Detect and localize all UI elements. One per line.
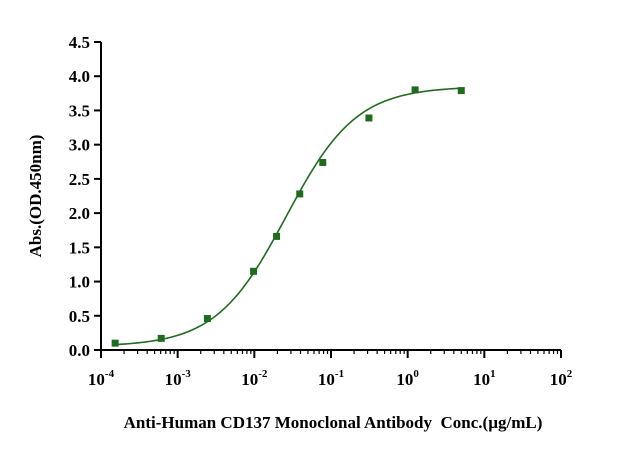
y-tick-label: 4.5 (69, 33, 90, 52)
y-tick-label: 3.5 (69, 101, 90, 120)
y-axis-title: Abs.(OD.450nm) (26, 135, 45, 258)
data-point (411, 86, 419, 94)
x-tick-exponent: 1 (490, 368, 496, 380)
data-point (250, 267, 258, 275)
y-tick-label: 3.0 (69, 136, 90, 155)
data-point (319, 158, 327, 166)
data-point (203, 315, 211, 323)
data-point (457, 87, 465, 95)
x-tick-label: 100 (396, 368, 419, 389)
fit-curve (115, 87, 462, 346)
x-tick-base: 10 (165, 370, 182, 389)
x-tick-base: 10 (550, 370, 567, 389)
x-tick-exponent: 0 (413, 368, 419, 380)
x-tick-exponent: -3 (182, 368, 192, 380)
x-tick-exponent: -1 (335, 368, 344, 380)
x-tick-label: 10-4 (88, 368, 115, 389)
y-tick-label: 1.5 (69, 238, 90, 257)
x-axis-title: Anti-Human CD137 Monoclonal Antibody Con… (124, 413, 543, 432)
data-point (273, 232, 281, 240)
y-tick-label: 2.0 (69, 204, 90, 223)
data-point (111, 339, 119, 347)
x-tick-base: 10 (473, 370, 490, 389)
x-tick-exponent: -2 (258, 368, 268, 380)
x-tick-base: 10 (318, 370, 335, 389)
data-point (365, 114, 373, 122)
x-tick-base: 10 (241, 370, 258, 389)
y-tick-label: 0.5 (69, 307, 90, 326)
plot-area (111, 86, 465, 347)
x-tick-label: 10-2 (241, 368, 268, 389)
y-axis: 0.0 0.5 1.0 1.5 2.0 2.5 3.0 3.5 4.0 4.5 (69, 33, 102, 360)
x-tick-base: 10 (396, 370, 413, 389)
x-tick-label: 10-3 (165, 368, 192, 389)
x-tick-label: 102 (550, 368, 573, 389)
y-tick-label: 1.0 (69, 273, 90, 292)
x-tick-base: 10 (88, 370, 105, 389)
data-point (296, 190, 304, 198)
y-tick-label: 0.0 (69, 341, 90, 360)
x-axis: 10-4 10-3 10-2 10-1 100 101 102 (88, 349, 573, 389)
x-tick-exponent: -4 (105, 368, 115, 380)
y-tick-label: 2.5 (69, 170, 90, 189)
x-tick-exponent: 2 (567, 368, 573, 380)
x-tick-label: 101 (473, 368, 496, 389)
y-tick-label: 4.0 (69, 67, 90, 86)
x-tick-label: 10-1 (318, 368, 344, 389)
data-point (157, 334, 165, 342)
